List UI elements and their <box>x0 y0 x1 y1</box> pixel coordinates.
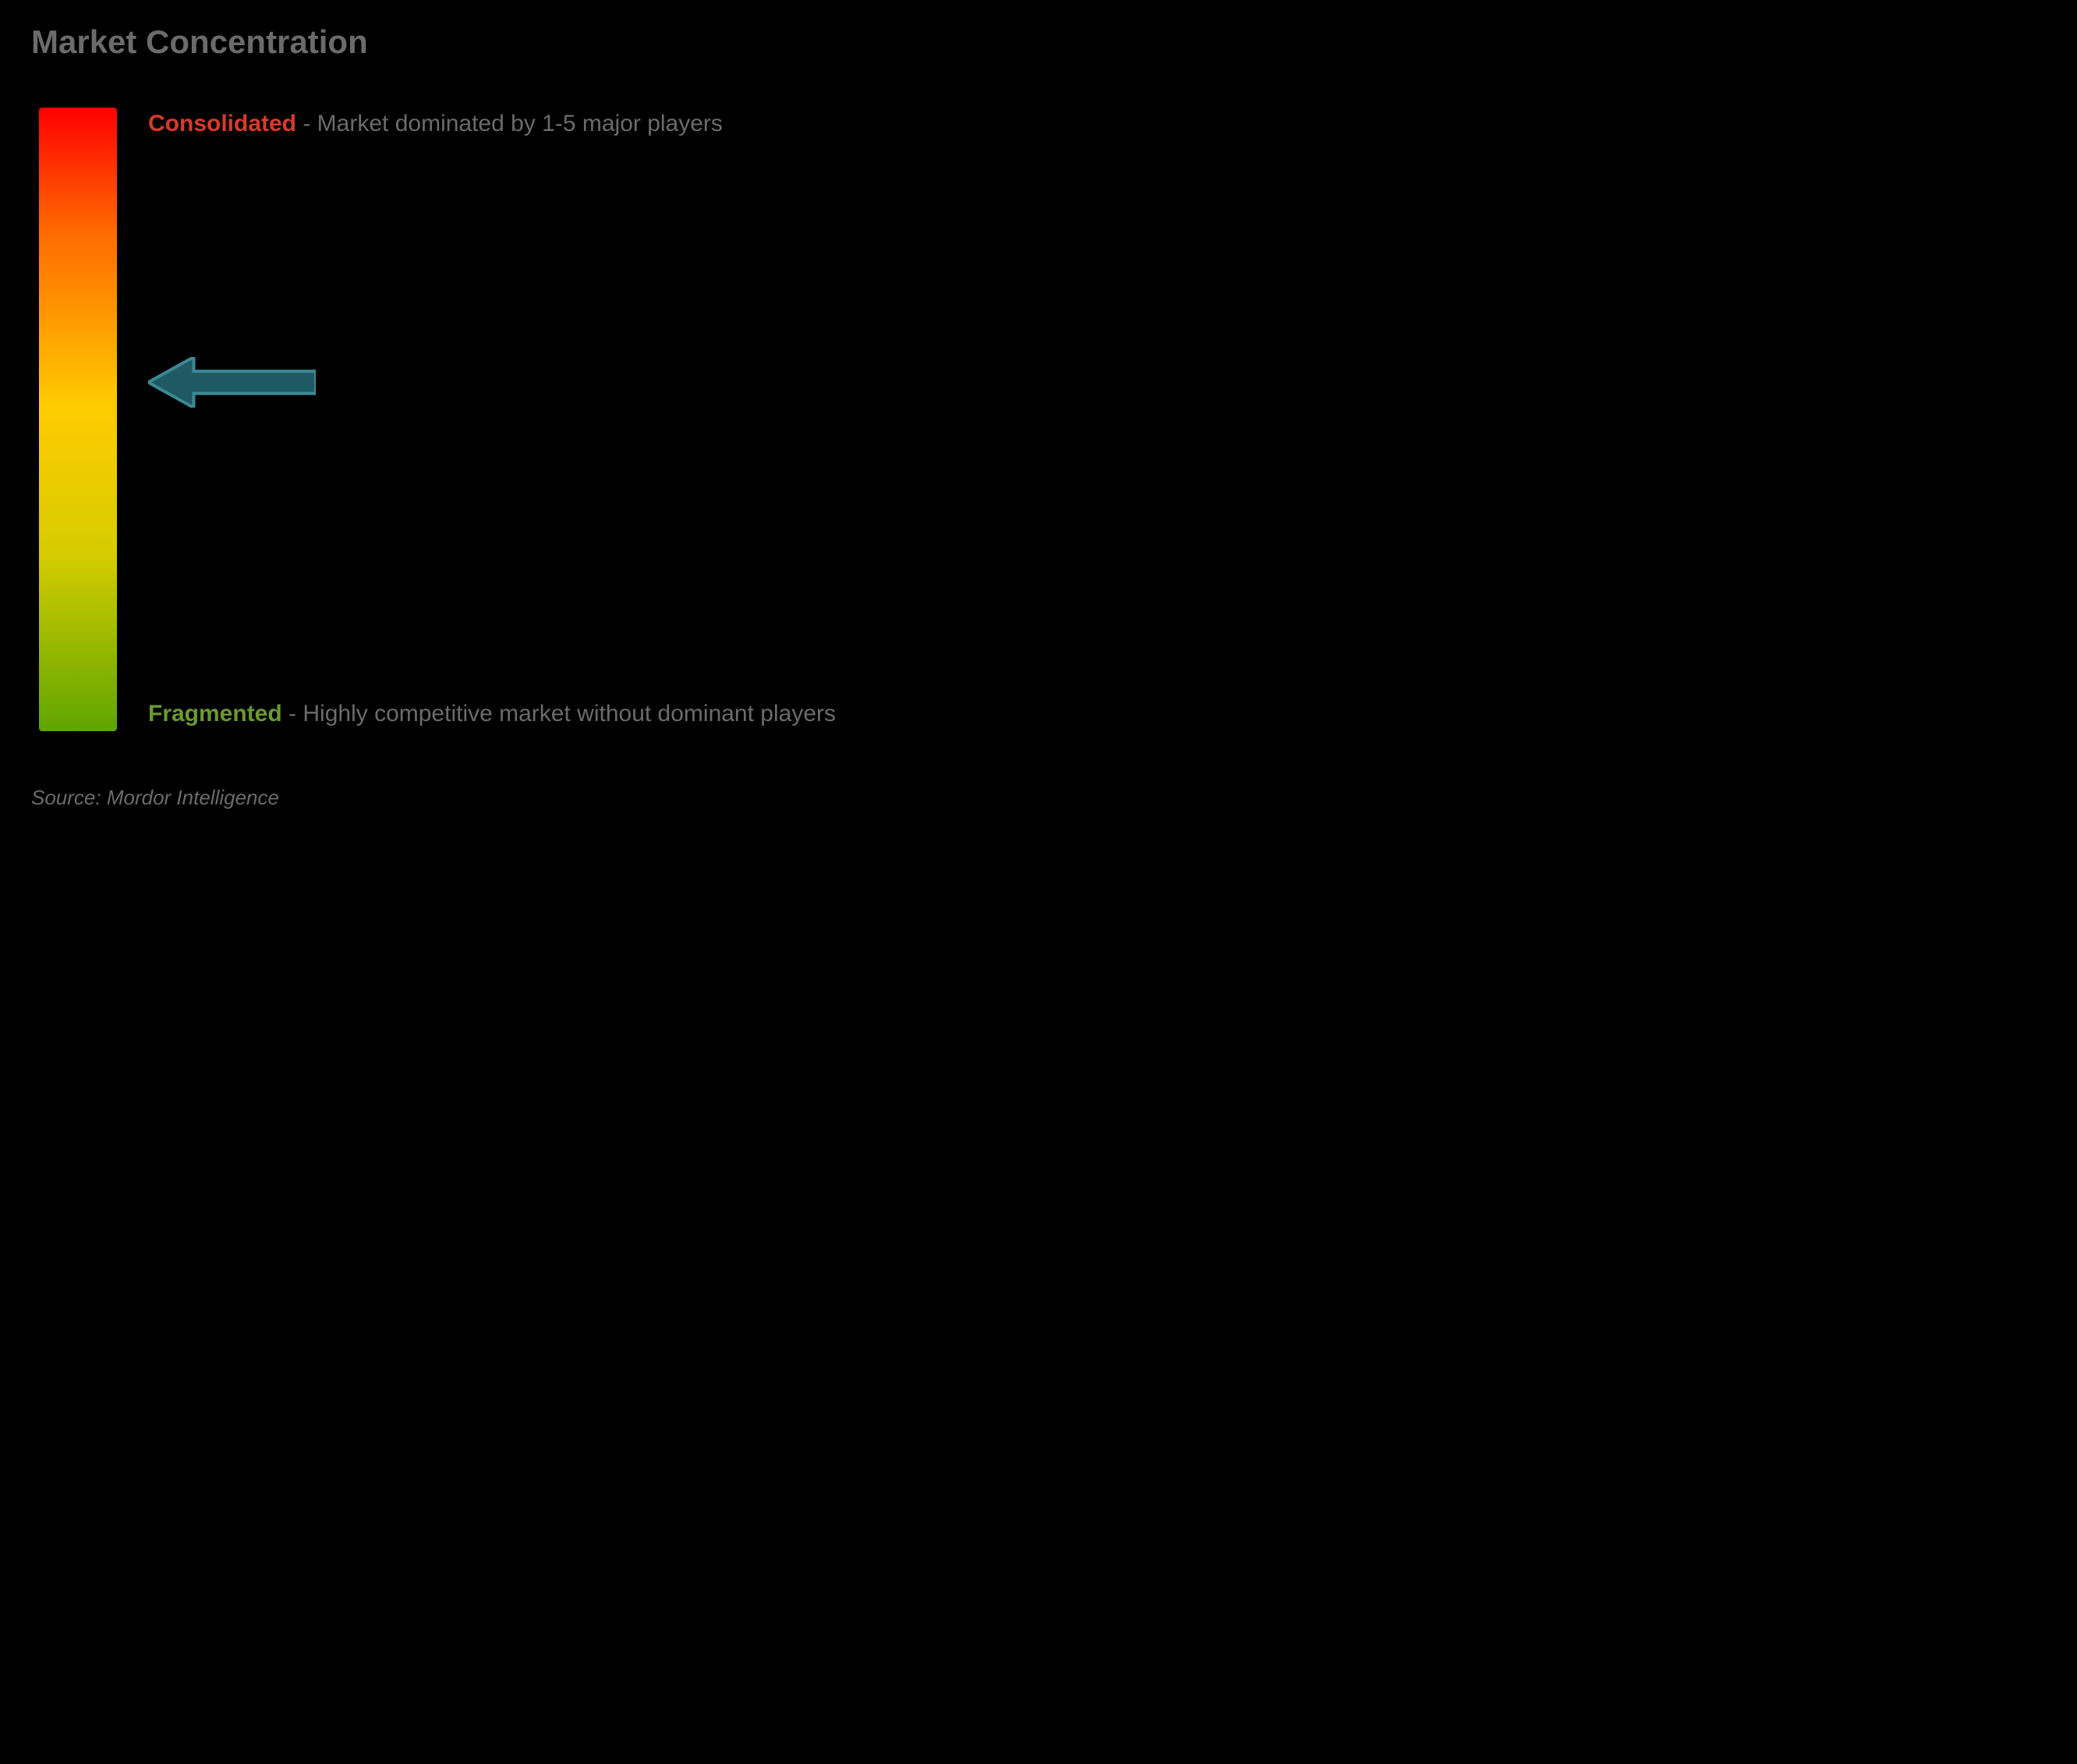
arrow-left-icon <box>148 357 316 408</box>
source-label: Source: <box>31 786 101 809</box>
fragmented-label: Fragmented - Highly competitive market w… <box>148 696 836 731</box>
concentration-gradient-bar <box>39 108 117 731</box>
chart-body: Consolidated - Market dominated by 1-5 m… <box>31 108 2046 731</box>
consolidated-text: - Market dominated by 1-5 major players <box>303 111 723 136</box>
fragmented-keyword: Fragmented <box>148 701 282 726</box>
labels-container: Consolidated - Market dominated by 1-5 m… <box>148 108 2046 731</box>
source-attribution: Source: Mordor Intelligence <box>31 786 2046 810</box>
source-value: Mordor Intelligence <box>107 786 279 809</box>
chart-title: Market Concentration <box>31 23 2046 61</box>
consolidated-label: Consolidated - Market dominated by 1-5 m… <box>148 108 723 140</box>
consolidated-keyword: Consolidated <box>148 111 296 136</box>
fragmented-text: - Highly competitive market without domi… <box>288 701 836 726</box>
position-indicator-arrow <box>148 357 316 412</box>
